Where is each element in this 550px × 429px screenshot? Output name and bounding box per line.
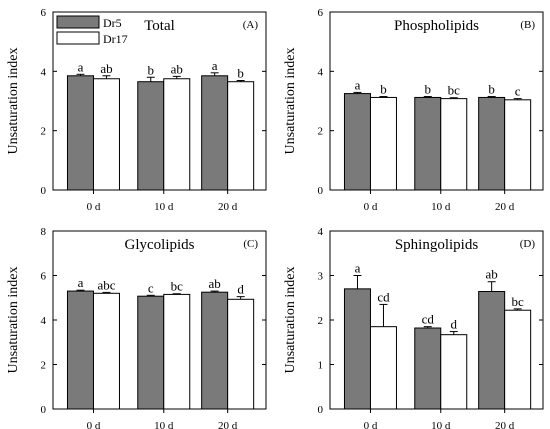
panel-4-bar-dr17 [369,326,397,410]
panel-3-significance-letter: c [148,280,154,295]
panel-3-significance-letter: ab [209,276,221,291]
panel-2-panel-label: (B) [520,19,535,31]
panel-1-chart-title: Total [144,18,175,34]
panel-1-bar-dr5 [66,75,94,191]
panel-2-y-tick-label: 2 [318,126,324,138]
panel-3-y-tick-label: 0 [41,404,47,416]
panel-3-x-tick-label: 10 d [154,420,174,429]
panel-1-significance-letter: ab [100,61,112,76]
panel-3-bar-dr5 [201,291,229,410]
panel-4-y-tick-label: 2 [318,315,324,327]
panel-1-x-tick-label: 20 d [218,201,238,213]
panel-4-bar-dr5 [343,288,371,410]
panel-1-bar-dr5 [201,75,229,191]
panel-3-y-tick-label: 8 [41,226,47,238]
panel-1-legend-label-dr5: Dr5 [103,16,122,30]
panel-4-x-tick-label: 10 d [431,420,451,429]
panel-3-panel-label: (C) [243,238,258,250]
panel-2-bar-dr17 [369,96,397,191]
panel-4-chart-title: Sphingolipids [395,237,479,253]
panel-1-x-tick-label: 10 d [154,201,174,213]
panel-1-significance-letter: a [78,59,84,74]
panel-4-y-tick-label: 0 [318,404,324,416]
panel-1-legend-swatch-dr17 [56,31,100,45]
panel-1-significance-letter: a [212,58,218,73]
panel-3-bar-dr5 [66,290,94,410]
panel-2-significance-letter: c [515,84,521,99]
panel-2-y-tick-label: 4 [318,66,324,78]
panel-3-y-axis-title: Unsaturation index [6,267,21,374]
panel-4-bar-dr5 [414,327,442,410]
panel-4-significance-letter: d [451,317,458,332]
panel-4-bar-dr17 [440,334,468,410]
panel-4-bar-dr5 [478,291,506,410]
panel-4-significance-letter: cd [377,289,390,304]
panel-2-x-tick-label: 10 d [431,201,451,213]
panel-1-x-tick-label: 0 d [87,201,101,213]
panel-2-y-tick-label: 0 [318,185,324,197]
panel-3-chart-title: Glycolipids [125,237,195,253]
panel-3-x-tick-label: 20 d [218,420,238,429]
panel-1-y-axis-title: Unsaturation index [6,48,21,155]
panel-2-bar-dr5 [343,93,371,191]
panel-1-significance-letter: b [237,66,244,81]
panel-3-significance-letter: a [78,275,84,290]
panel-3-significance-letter: abc [97,277,115,292]
panel-2-bar-dr17 [440,98,468,191]
panel-2-bar-dr5 [478,96,506,191]
panel-1-y-tick-label: 6 [41,7,47,19]
panel-3-significance-letter: d [237,282,244,297]
panel-2-significance-letter: a [355,77,361,92]
panel-1-bar-dr17 [163,78,191,191]
panel-1-bar-dr17 [92,78,120,191]
panel-2-y-tick-label: 6 [318,7,324,19]
panel-4-bar-dr17 [504,309,532,410]
panel-4-y-axis-title: Unsaturation index [283,267,298,374]
panel-3-bar-dr17 [227,298,255,410]
panel-4-x-tick-label: 20 d [495,420,515,429]
panel-3-y-tick-label: 2 [41,360,47,372]
panel-2-significance-letter: b [425,82,432,97]
panel-4-y-tick-label: 1 [318,360,324,372]
panel-4-significance-letter: ab [486,267,498,282]
panel-3-significance-letter: bc [171,279,184,294]
panel-2-significance-letter: bc [448,83,461,98]
panel-2-bar-dr5 [414,96,442,191]
panel-2-significance-letter: b [488,82,495,97]
panel-4-y-tick-label: 4 [318,226,324,238]
panel-3-bar-dr17 [163,293,191,410]
panel-2-x-tick-label: 20 d [495,201,515,213]
panel-1-y-tick-label: 0 [41,185,47,197]
panel-1-significance-letter: b [148,62,155,77]
panel-3-y-tick-label: 4 [41,315,47,327]
panel-1-bar-dr5 [137,81,165,191]
panel-1-significance-letter: ab [171,61,183,76]
panel-1-legend-label-dr17: Dr17 [103,32,128,46]
panel-4-panel-label: (D) [520,238,536,250]
panel-1-legend-swatch-dr5 [56,15,100,29]
panel-2-significance-letter: b [380,82,387,97]
panel-2-bar-dr17 [504,99,532,191]
panel-1-y-tick-label: 2 [41,126,47,138]
panel-4-significance-letter: cd [422,312,435,327]
panel-4-significance-letter: a [355,261,361,276]
panel-3-bar-dr17 [92,292,120,410]
panel-1-y-tick-label: 4 [41,66,47,78]
panel-2-y-axis-title: Unsaturation index [283,48,298,155]
panel-4-x-tick-label: 0 d [364,420,378,429]
panel-4-significance-letter: bc [512,294,525,309]
panel-2-x-tick-label: 0 d [364,201,378,213]
panel-1-bar-dr17 [227,81,255,191]
panel-3-x-tick-label: 0 d [87,420,101,429]
panel-4-y-tick-label: 3 [318,271,324,283]
panel-3-bar-dr5 [137,295,165,410]
panel-3-y-tick-label: 6 [41,271,47,283]
panel-2-chart-title: Phospholipids [394,18,479,34]
panel-1-panel-label: (A) [243,19,259,31]
